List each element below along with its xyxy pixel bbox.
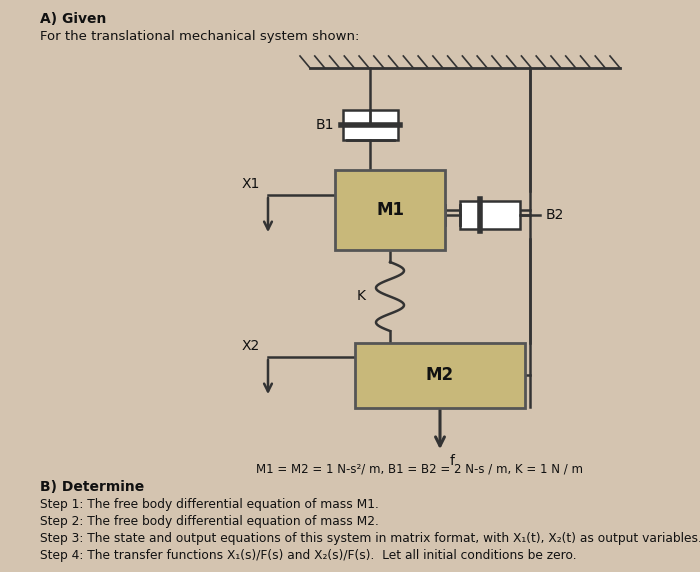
Text: M1: M1 <box>376 201 404 219</box>
Text: Step 4: The transfer functions X₁(s)/F(s) and X₂(s)/F(s).  Let all initial condi: Step 4: The transfer functions X₁(s)/F(s… <box>40 549 577 562</box>
Bar <box>355 343 525 408</box>
Text: Step 1: The free body differential equation of mass M1.: Step 1: The free body differential equat… <box>40 498 379 511</box>
Text: M2: M2 <box>426 366 454 384</box>
Text: M1 = M2 = 1 N-s²/ m, B1 = B2 = 2 N-s / m, K = 1 N / m: M1 = M2 = 1 N-s²/ m, B1 = B2 = 2 N-s / m… <box>256 462 584 475</box>
Bar <box>342 110 398 140</box>
Text: f: f <box>450 454 455 468</box>
Bar <box>460 201 520 229</box>
Text: Step 2: The free body differential equation of mass M2.: Step 2: The free body differential equat… <box>40 515 379 528</box>
Text: X1: X1 <box>241 177 260 191</box>
Text: B2: B2 <box>546 208 564 222</box>
Text: B1: B1 <box>316 118 335 132</box>
Text: K: K <box>357 289 366 304</box>
Text: A) Given: A) Given <box>40 12 106 26</box>
Text: X2: X2 <box>241 339 260 353</box>
Text: Step 3: The state and output equations of this system in matrix format, with X₁(: Step 3: The state and output equations o… <box>40 532 700 545</box>
Text: B) Determine: B) Determine <box>40 480 144 494</box>
Bar <box>335 170 445 250</box>
Text: For the translational mechanical system shown:: For the translational mechanical system … <box>40 30 359 43</box>
